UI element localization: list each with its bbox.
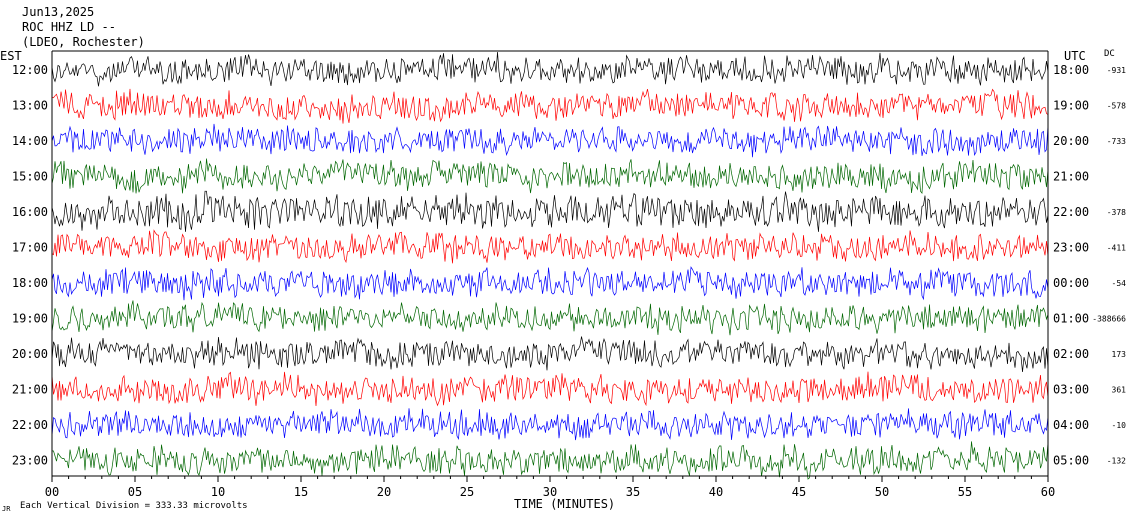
x-tick-label: 25 [460, 485, 474, 499]
est-hour-label: 19:00 [12, 312, 48, 326]
dc-offset-value: -578 [1107, 102, 1126, 111]
plot-date: Jun13,2025 [22, 5, 95, 19]
dc-offset-value: 361 [1112, 386, 1127, 395]
trace-1200 [51, 51, 1049, 87]
trace-layer [51, 51, 1049, 480]
trace-2000 [51, 336, 1049, 373]
dc-offset-value: 173 [1112, 350, 1127, 359]
utc-hour-label: 19:00 [1053, 99, 1089, 113]
trace-1500 [51, 158, 1049, 195]
trace-1400 [51, 123, 1049, 158]
utc-hour-label: 21:00 [1053, 170, 1089, 184]
est-hour-label: 18:00 [12, 276, 48, 290]
est-hour-label: 22:00 [12, 418, 48, 432]
utc-hour-label: 20:00 [1053, 134, 1089, 148]
x-tick-label: 15 [294, 485, 308, 499]
x-tick-label: 45 [792, 485, 806, 499]
utc-hour-label: 22:00 [1053, 205, 1089, 219]
utc-hour-label: 01:00 [1053, 312, 1089, 326]
utc-hour-label: 02:00 [1053, 347, 1089, 361]
x-tick-label: 20 [377, 485, 391, 499]
dc-offset-value: -54 [1112, 279, 1127, 288]
est-hour-label: 15:00 [12, 170, 48, 184]
est-hour-label: 23:00 [12, 454, 48, 468]
trace-1900 [51, 300, 1049, 336]
utc-hour-label: 18:00 [1053, 63, 1089, 77]
station-code: ROC HHZ LD -- [22, 20, 116, 34]
dc-offset-value: -411 [1107, 244, 1126, 253]
utc-hour-label: 04:00 [1053, 418, 1089, 432]
trace-2100 [51, 371, 1049, 407]
dc-offset-value: -10 [1112, 421, 1127, 430]
x-tick-label: 60 [1041, 485, 1055, 499]
utc-hour-label: 03:00 [1053, 383, 1089, 397]
x-axis-title: TIME (MINUTES) [514, 497, 616, 511]
x-tick-label: 30 [543, 485, 557, 499]
frame-layer [51, 50, 1049, 482]
dc-offset-value: -733 [1107, 137, 1126, 146]
trace-1800 [51, 266, 1049, 301]
dc-offset-value: -378 [1107, 208, 1126, 217]
trace-2200 [51, 408, 1049, 441]
est-hour-label: 20:00 [12, 347, 48, 361]
x-tick-label: 50 [875, 485, 889, 499]
trace-2300 [51, 441, 1049, 480]
x-tick-label: 35 [626, 485, 640, 499]
utc-axis-label: UTC [1064, 49, 1086, 63]
dc-column-label: DC [1104, 49, 1115, 59]
x-tick-label: 40 [709, 485, 723, 499]
network-label: (LDEO, Rochester) [22, 35, 145, 49]
est-hour-label: 14:00 [12, 134, 48, 148]
dc-offset-value: -388666 [1092, 315, 1126, 324]
est-hour-label: 16:00 [12, 205, 48, 219]
x-tick-label: 00 [45, 485, 59, 499]
utc-hour-label: 05:00 [1053, 454, 1089, 468]
label-layer: 12:00 18:00 -931 13:00 19:00 -578 14:00 20:00 -7… [12, 63, 1126, 499]
trace-1600 [51, 190, 1049, 232]
est-hour-label: 21:00 [12, 383, 48, 397]
est-hour-label: 13:00 [12, 99, 48, 113]
trace-1700 [51, 229, 1049, 264]
corner-mark: JR [2, 505, 11, 513]
x-tick-label: 55 [958, 485, 972, 499]
scale-note: Each Vertical Division = 333.33 microvol… [20, 501, 248, 511]
dc-offset-value: -931 [1107, 66, 1126, 75]
est-axis-label: EST [0, 49, 22, 63]
utc-hour-label: 00:00 [1053, 276, 1089, 290]
est-hour-label: 17:00 [12, 241, 48, 255]
x-tick-label: 05 [128, 485, 142, 499]
dc-offset-value: -132 [1107, 457, 1126, 466]
utc-hour-label: 23:00 [1053, 241, 1089, 255]
x-tick-label: 10 [211, 485, 225, 499]
trace-1300 [51, 88, 1049, 124]
est-hour-label: 12:00 [12, 63, 48, 77]
